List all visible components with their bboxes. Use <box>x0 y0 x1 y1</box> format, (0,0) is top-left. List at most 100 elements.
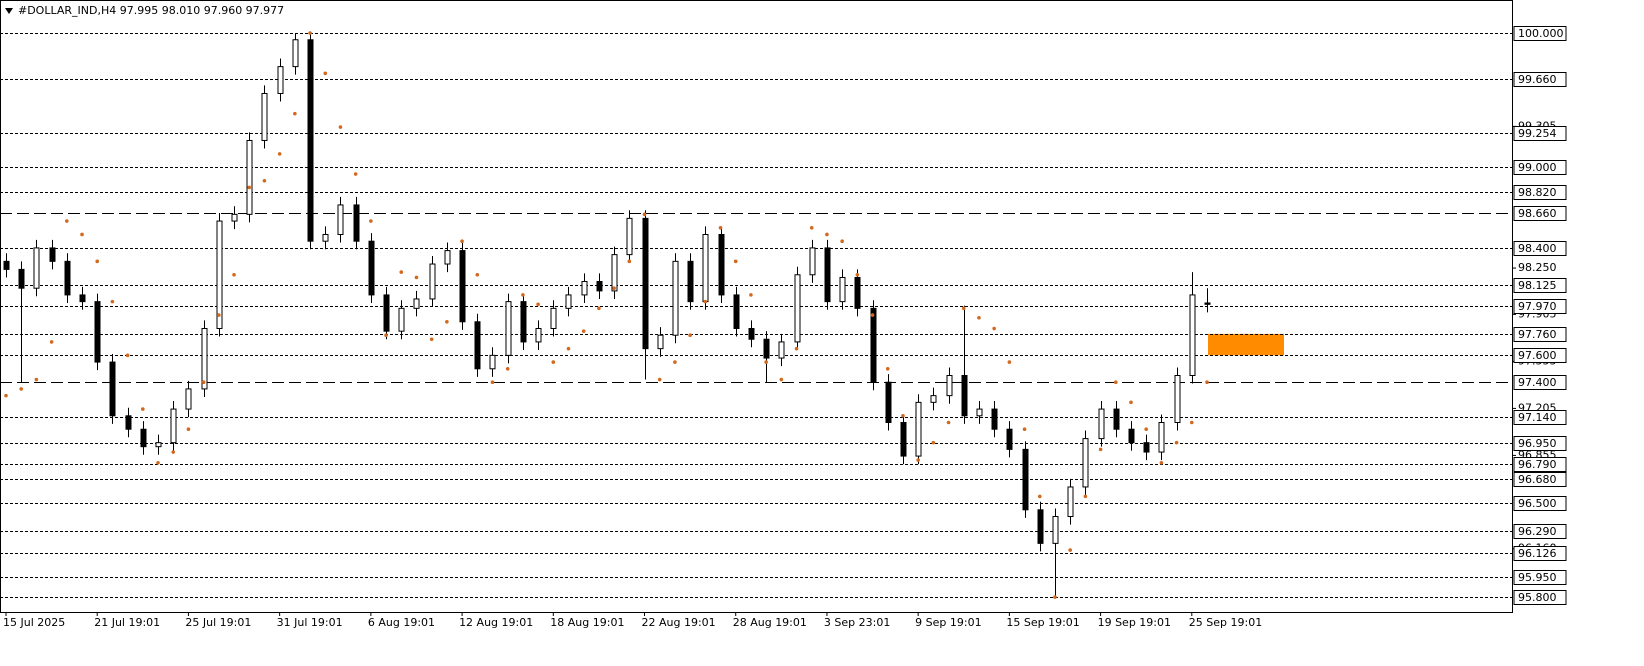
level-label-box <box>1513 375 1567 390</box>
level-label-box <box>1513 206 1567 221</box>
candle-body <box>550 307 557 329</box>
x-tick-label: 22 Aug 19:01 <box>642 616 716 629</box>
candle-body <box>1204 302 1211 305</box>
candle-body <box>611 254 618 292</box>
x-tick-label: 19 Sep 19:01 <box>1098 616 1171 629</box>
candle-body <box>1189 294 1196 376</box>
sar-dot <box>733 259 738 264</box>
level-label-box <box>1513 524 1567 539</box>
candle-body <box>642 217 649 350</box>
candle-body <box>1113 408 1120 430</box>
sar-dot <box>475 272 480 277</box>
candle-body <box>125 415 132 430</box>
level-label: 99.254 <box>1518 127 1557 140</box>
candle-body <box>383 294 390 332</box>
candle-body <box>94 301 101 363</box>
candle-body <box>277 66 284 94</box>
x-tick-label: 25 Sep 19:01 <box>1189 616 1262 629</box>
menu-triangle[interactable] <box>5 8 13 14</box>
sar-dot <box>566 346 571 351</box>
candle-body <box>261 92 268 141</box>
level-label-box <box>1513 457 1567 472</box>
candle-body <box>444 250 451 265</box>
sar-dot <box>323 71 328 76</box>
level-label: 98.125 <box>1518 279 1557 292</box>
x-tick-label: 21 Jul 19:01 <box>94 616 160 629</box>
sar-dot <box>19 387 24 391</box>
candle-body <box>459 250 466 323</box>
chart-title: #DOLLAR_IND,H4 97.995 98.010 97.960 97.9… <box>18 4 284 17</box>
candle-body <box>1006 428 1013 450</box>
sar-dot <box>277 152 282 156</box>
level-label: 96.290 <box>1518 525 1557 538</box>
level-label: 96.950 <box>1518 437 1557 450</box>
candle-body <box>809 247 816 276</box>
x-tick-label: 12 Aug 19:01 <box>459 616 533 629</box>
sar-dot <box>1174 440 1179 445</box>
sar-dot <box>642 212 647 217</box>
sar-dot <box>460 239 464 244</box>
sar-dot <box>1205 380 1209 385</box>
sar-dot <box>186 427 191 432</box>
sar-dot <box>262 178 267 183</box>
candle-body <box>246 139 253 215</box>
sar-dot <box>779 377 784 382</box>
level-label-box <box>1513 160 1567 175</box>
level-label: 97.140 <box>1518 411 1557 424</box>
candle-body <box>1143 442 1150 453</box>
level-label: 96.500 <box>1518 497 1557 510</box>
candle-body <box>49 247 56 262</box>
sar-dot <box>718 225 723 230</box>
candle-body <box>1174 374 1181 424</box>
sar-dot <box>1129 400 1133 405</box>
level-label-box <box>1513 570 1567 585</box>
sar-dot <box>4 393 8 398</box>
candle-body <box>474 321 481 370</box>
sar-dot <box>551 360 556 364</box>
level-label: 97.970 <box>1518 300 1557 313</box>
candle-body <box>1098 408 1105 440</box>
x-tick-label: 28 Aug 19:01 <box>733 616 807 629</box>
level-label: 96.126 <box>1518 547 1557 560</box>
level-label: 97.600 <box>1518 349 1557 362</box>
sar-dot <box>1098 447 1103 452</box>
sar-dot <box>49 340 54 344</box>
candle-body <box>185 388 192 410</box>
level-label-box <box>1513 327 1567 342</box>
sar-dot <box>429 337 434 342</box>
candle-body <box>307 39 314 242</box>
candle-body <box>961 374 968 417</box>
sar-dot <box>338 125 343 129</box>
sar-dot <box>80 232 84 237</box>
y-tick-label: 98.250 <box>1518 261 1557 274</box>
sar-dot <box>505 366 510 371</box>
level-label: 98.820 <box>1518 186 1557 199</box>
level-label-box <box>1513 436 1567 451</box>
sar-dot <box>825 232 829 237</box>
candle-body <box>687 260 694 303</box>
candle-body <box>930 395 937 403</box>
candle-body <box>170 408 177 444</box>
level-label-box <box>1513 496 1567 511</box>
sar-dot <box>171 450 176 454</box>
candle-body <box>581 280 588 296</box>
sar-dot <box>353 172 358 176</box>
candle-body <box>778 341 785 359</box>
sar-dot <box>369 219 373 223</box>
candle-body <box>991 408 998 430</box>
candle-body <box>824 247 831 303</box>
level-label: 100.000 <box>1518 27 1564 40</box>
sar-dot <box>1083 494 1088 499</box>
sar-dot <box>1068 548 1072 552</box>
level-label: 95.800 <box>1518 591 1557 604</box>
candle-body <box>413 298 420 309</box>
sar-dot <box>855 272 860 277</box>
candle-body <box>839 276 846 303</box>
sar-dot <box>384 333 388 338</box>
candle-body <box>429 263 436 300</box>
sar-dot <box>156 460 160 465</box>
candle-body <box>1158 422 1165 453</box>
sar-dot <box>840 239 844 244</box>
level-label: 96.790 <box>1518 458 1557 471</box>
